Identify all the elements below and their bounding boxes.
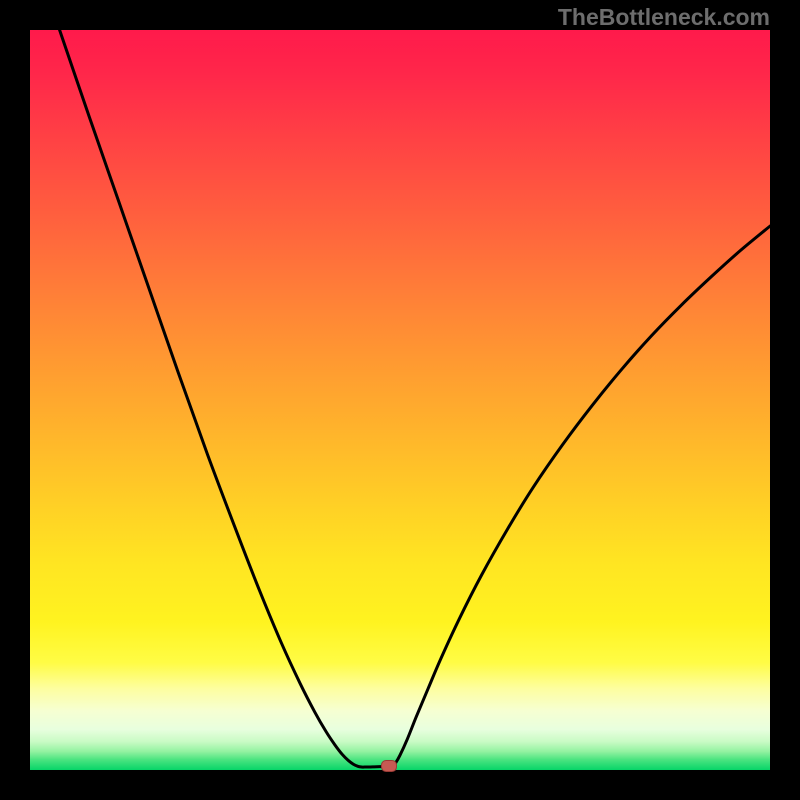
bottleneck-marker <box>381 760 397 772</box>
plot-background <box>30 30 770 770</box>
watermark-text: TheBottleneck.com <box>558 4 770 31</box>
figure-container: TheBottleneck.com <box>0 0 800 800</box>
